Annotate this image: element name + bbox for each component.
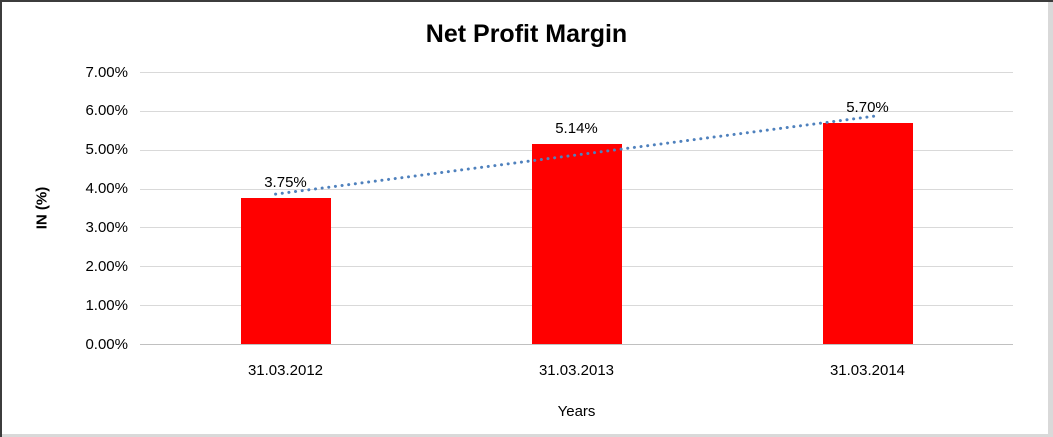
bar-value-label: 5.14%: [555, 120, 598, 138]
y-tick-label: 6.00%: [85, 102, 128, 120]
bar-value-label: 3.75%: [264, 174, 307, 192]
chart-title: Net Profit Margin: [425, 20, 628, 48]
y-tick-label: 2.00%: [85, 257, 128, 275]
y-tick-label: 7.00%: [85, 63, 128, 81]
bar: [531, 144, 622, 344]
x-axis-line: [140, 344, 1013, 345]
gridline: [140, 72, 1013, 73]
bar: [240, 198, 331, 344]
bar-value-label: 5.70%: [846, 98, 889, 116]
y-tick-label: 5.00%: [85, 141, 128, 159]
x-category-label: 31.03.2012: [247, 362, 324, 379]
y-tick-label: 0.00%: [85, 335, 128, 353]
x-axis-title: Years: [557, 403, 596, 420]
gridline: [140, 110, 1013, 112]
x-category-label: 31.03.2013: [538, 362, 615, 379]
x-category-label: 31.03.2014: [829, 362, 906, 379]
bar: [822, 122, 913, 344]
y-tick-label: 4.00%: [85, 180, 128, 198]
y-tick-label: 1.00%: [85, 296, 128, 314]
y-tick-label: 3.00%: [85, 218, 128, 236]
